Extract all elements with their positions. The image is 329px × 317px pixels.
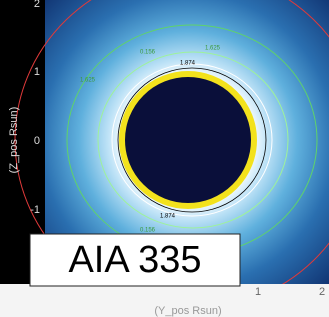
contour-label: 1.874 bbox=[160, 214, 176, 220]
contour-label: 0.156 bbox=[140, 50, 156, 56]
page: 1.874 1.625 0.156 1.874 1.625 0.156 2 1 … bbox=[0, 0, 329, 317]
x-tick-label: 1 bbox=[255, 286, 261, 298]
solar-plot: 1.874 1.625 0.156 1.874 1.625 0.156 2 1 … bbox=[0, 0, 329, 317]
y-tick-label: 2 bbox=[34, 0, 40, 10]
contour-label: 1.625 bbox=[205, 46, 221, 52]
contour-label: 1.874 bbox=[180, 61, 196, 67]
solar-disk bbox=[122, 74, 254, 206]
y-tick-label: -1 bbox=[30, 204, 40, 216]
contour-label: 1.625 bbox=[80, 78, 96, 84]
x-axis-label: (Y_pos Rsun) bbox=[154, 305, 221, 317]
instrument-label: AIA 335 bbox=[68, 239, 201, 281]
y-tick-label: 0 bbox=[34, 135, 40, 147]
y-tick-label: 1 bbox=[34, 66, 40, 78]
contour-label: 0.156 bbox=[140, 228, 156, 234]
x-tick-label: 2 bbox=[319, 286, 325, 298]
y-axis-label: (Z_pos Rsun) bbox=[8, 107, 20, 174]
